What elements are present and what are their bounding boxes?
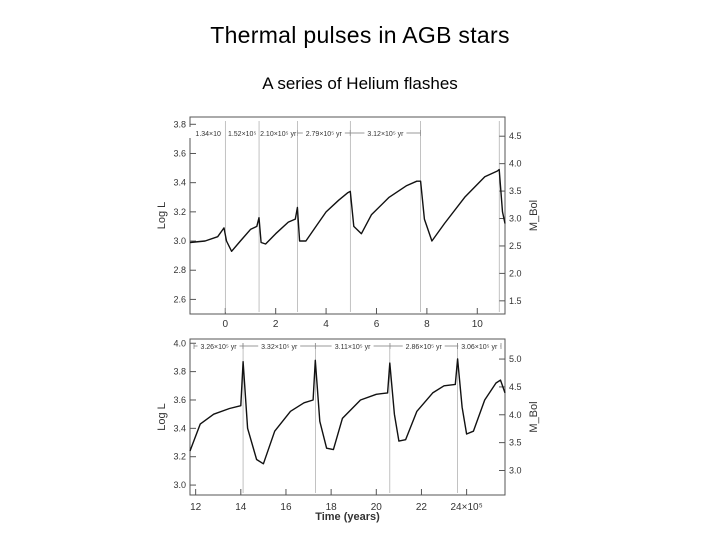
x-tick-label: 10: [472, 319, 484, 330]
interpulse-label-bg: [221, 127, 264, 138]
y-tick-label: 2.6: [173, 294, 186, 304]
interpulse-label-bg: [402, 340, 445, 351]
y-tick-label: 3.4: [173, 178, 186, 188]
interpulse-label: 1.52×10⁵: [228, 131, 256, 138]
x-tick-label: 16: [280, 502, 292, 513]
interpulse-label-bg: [197, 340, 240, 351]
x-tick-label: 6: [374, 319, 380, 330]
x-tick-label: 4: [323, 319, 329, 330]
y-tick-label: 3.6: [173, 148, 186, 158]
y-tick-label: 3.2: [173, 452, 186, 462]
y2-tick-label: 3.5: [509, 438, 522, 448]
x-tick-label: 12: [190, 502, 202, 513]
x-axis-label: Time (years): [315, 511, 380, 523]
y2-tick-label: 4.0: [509, 410, 522, 420]
y2-tick-label: 2.0: [509, 268, 522, 278]
y2-axis-label: M_Bol: [528, 401, 540, 432]
x-tick-label: 22: [416, 502, 428, 513]
y-tick-label: 3.0: [173, 236, 186, 246]
slide-title: Thermal pulses in AGB stars: [210, 22, 510, 48]
interpulse-label: 1.34×10⁵: [195, 131, 223, 138]
x-tick-label: 20: [371, 502, 383, 513]
interpulse-label-bg: [331, 340, 374, 351]
y2-tick-label: 2.5: [509, 241, 522, 251]
interpulse-label: 3.26×10⁵ yr: [200, 344, 237, 351]
interpulse-label: 3.11×10⁵ yr: [335, 344, 371, 351]
y-axis-label: Log L: [156, 202, 168, 230]
luminosity-curve-1: [189, 168, 506, 252]
interpulse-label: 2.86×10⁵ yr: [406, 344, 443, 351]
y-tick-label: 3.4: [173, 423, 186, 433]
x-tick-label: 0: [222, 319, 228, 330]
y2-tick-label: 4.0: [509, 159, 522, 169]
y2-tick-label: 4.5: [509, 131, 522, 141]
y2-tick-label: 4.5: [509, 382, 522, 392]
y2-tick-label: 3.0: [509, 465, 522, 475]
interpulse-label-bg: [258, 340, 301, 351]
y-tick-label: 3.0: [173, 480, 186, 490]
y2-tick-label: 1.5: [509, 296, 522, 306]
x-tick-label: 2: [273, 319, 279, 330]
y-axis-label: Log L: [156, 403, 168, 431]
y2-tick-label: 3.0: [509, 214, 522, 224]
interpulse-label: 3.12×10⁵ yr: [367, 131, 404, 138]
interpulse-label-bg: [364, 127, 407, 138]
y-tick-label: 4.0: [173, 338, 186, 348]
y-tick-label: 3.6: [173, 395, 186, 405]
slide-subtitle: A series of Helium flashes: [262, 74, 458, 93]
y-tick-label: 2.8: [173, 265, 186, 275]
y2-axis-label: M_Bol: [528, 200, 540, 231]
interpulse-label: 3.06×10⁵ yr: [461, 344, 498, 351]
interpulse-label-bg: [257, 127, 300, 138]
x-tick-label: 24×10⁵: [450, 502, 482, 513]
plot-frame-2: [189, 338, 506, 496]
x-tick-label: 8: [424, 319, 430, 330]
x-tick-label: 14: [235, 502, 247, 513]
interpulse-label: 2.79×10⁵ yr: [306, 131, 343, 138]
interpulse-label-bg: [188, 127, 231, 138]
plot-frame-1: [189, 116, 506, 315]
y-tick-label: 3.8: [173, 367, 186, 377]
y-tick-label: 3.2: [173, 207, 186, 217]
y2-tick-label: 3.5: [509, 186, 522, 196]
interpulse-label: 2.10×10⁵ yr: [260, 131, 297, 138]
interpulse-label-bg: [458, 340, 501, 351]
x-tick-label: 18: [326, 502, 338, 513]
y-tick-label: 3.8: [173, 119, 186, 129]
interpulse-label-bg: [302, 127, 345, 138]
luminosity-curve-2: [189, 358, 506, 465]
y2-tick-label: 5.0: [509, 354, 522, 364]
interpulse-label: 3.32×10⁵ yr: [261, 344, 298, 351]
